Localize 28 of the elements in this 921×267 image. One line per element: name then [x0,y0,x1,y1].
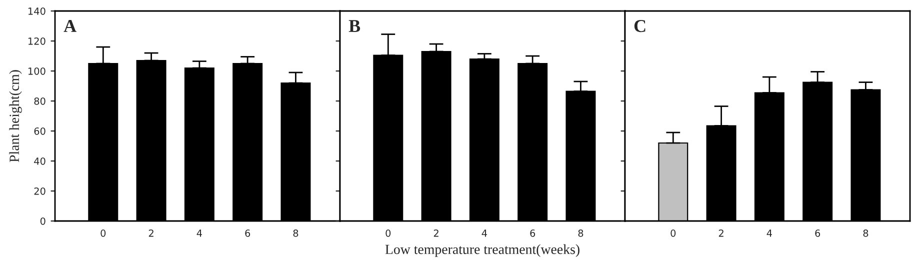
y-tick-label: 80 [34,97,46,105]
x-tick-label: 8 [293,230,298,237]
x-tick-label: 2 [148,230,154,237]
x-axis-title: Low temperature treatment(weeks) [385,244,580,257]
y-axis-title: Plant height(cm) [9,70,22,162]
y-tick-label: 140 [28,7,46,15]
y-tick-label: 0 [40,217,46,225]
x-tick-label: 4 [482,230,487,237]
annotation: B [348,20,360,32]
y-tick-label: 120 [28,37,46,45]
x-tick-label: 4 [196,230,202,237]
x-tick-label: 0 [100,230,106,237]
x-tick-label: 0 [670,230,676,237]
y-tick-label: 100 [28,67,46,75]
annotation: A [64,20,76,32]
annotation: C [634,20,646,32]
x-tick-label: 8 [863,230,868,237]
x-tick-label: 0 [386,230,391,237]
x-tick-label: 6 [530,230,536,237]
x-tick-label: 6 [815,230,820,237]
y-tick-label: 40 [34,157,46,165]
x-tick-label: 2 [434,230,438,237]
x-tick-label: 4 [766,230,772,237]
x-tick-label: 8 [578,230,584,237]
x-tick-label: 2 [718,230,724,237]
y-tick-label: 60 [34,127,46,135]
y-tick-label: 20 [34,187,46,195]
x-tick-label: 6 [245,230,250,237]
